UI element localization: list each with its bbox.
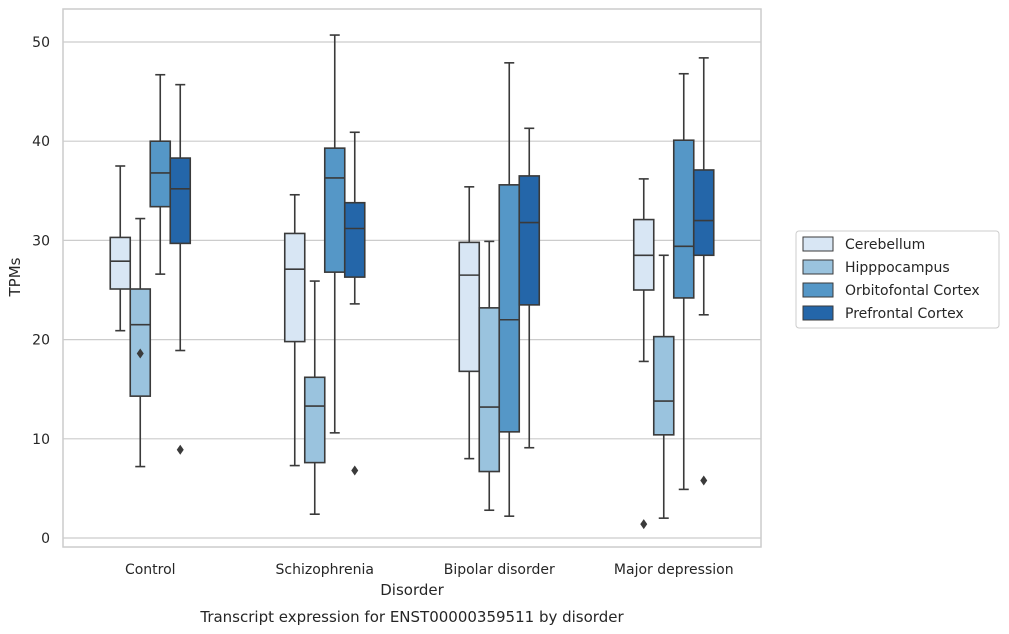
legend: Cerebellum Hipppocampus Orbitofontal Corte… (795, 230, 1000, 329)
box-plot (149, 73, 172, 275)
x-tick-label: Bipolar disorder (444, 562, 555, 578)
chart-caption: Transcript expression for ENST0000035951… (199, 608, 624, 626)
outlier-point (640, 519, 648, 530)
box-plot (632, 178, 655, 530)
box-iqr (498, 184, 521, 433)
legend-swatch (802, 259, 834, 275)
box-iqr (672, 139, 695, 299)
y-axis-title: TPMs (6, 257, 24, 297)
box-iqr (129, 288, 152, 397)
x-tick-label: Schizophrenia (276, 562, 374, 578)
box-iqr (692, 169, 715, 257)
x-axis-title: Disorder (380, 581, 444, 599)
x-axis-ticks: Control Schizophrenia Bipolar disorder Majo… (125, 562, 734, 578)
box-plot (169, 83, 192, 455)
y-tick-label: 40 (32, 134, 50, 150)
box-iqr (283, 232, 306, 343)
box-plot (498, 62, 521, 517)
series-prefrontal-cortex (169, 57, 715, 486)
y-axis-ticks: 0 10 20 30 40 50 (32, 35, 50, 547)
box-iqr (169, 157, 192, 245)
box-plot (478, 240, 501, 512)
box-iqr (303, 376, 326, 464)
box-iqr (109, 236, 132, 290)
series-orbitofontal-cortex (149, 34, 695, 517)
x-tick-label: Major depression (614, 562, 734, 578)
series-cerebellum (109, 165, 655, 530)
box-plot (323, 34, 346, 434)
outlier-point (136, 348, 144, 359)
y-tick-label: 30 (32, 233, 50, 249)
y-tick-label: 0 (41, 531, 50, 547)
legend-label: Hipppocampus (845, 260, 950, 276)
plot-area-frame (62, 8, 762, 548)
grid-lines (63, 41, 761, 539)
box-iqr (652, 335, 675, 436)
box-plot (518, 127, 541, 449)
legend-frame (795, 230, 1000, 329)
box-iqr (323, 147, 346, 273)
box-plot (652, 254, 675, 519)
box-plot (109, 165, 132, 332)
y-tick-label: 20 (32, 333, 50, 349)
box-series (109, 34, 715, 530)
box-iqr (458, 241, 481, 373)
box-iqr (343, 201, 366, 278)
legend-swatch (802, 305, 834, 321)
x-tick-label: Control (125, 562, 176, 578)
legend-swatch (802, 236, 834, 252)
y-tick-label: 50 (32, 35, 50, 51)
box-plot (458, 186, 481, 460)
box-plot (343, 131, 366, 476)
box-plot (129, 217, 152, 468)
legend-label: Prefrontal Cortex (845, 306, 964, 322)
box-iqr (478, 307, 501, 473)
box-plot (303, 280, 326, 515)
legend-label: Orbitofontal Cortex (845, 283, 980, 299)
y-tick-label: 10 (32, 432, 50, 448)
outlier-point (700, 475, 708, 486)
legend-swatch (802, 282, 834, 298)
series-hipppocampus (129, 217, 675, 519)
outlier-point (351, 465, 359, 476)
box-plot (672, 72, 695, 491)
box-plot (283, 193, 306, 467)
box-plot (692, 57, 715, 486)
outlier-point (176, 444, 184, 455)
box-iqr (518, 175, 541, 306)
box-iqr (149, 140, 172, 208)
legend-label: Cerebellum (845, 237, 925, 253)
